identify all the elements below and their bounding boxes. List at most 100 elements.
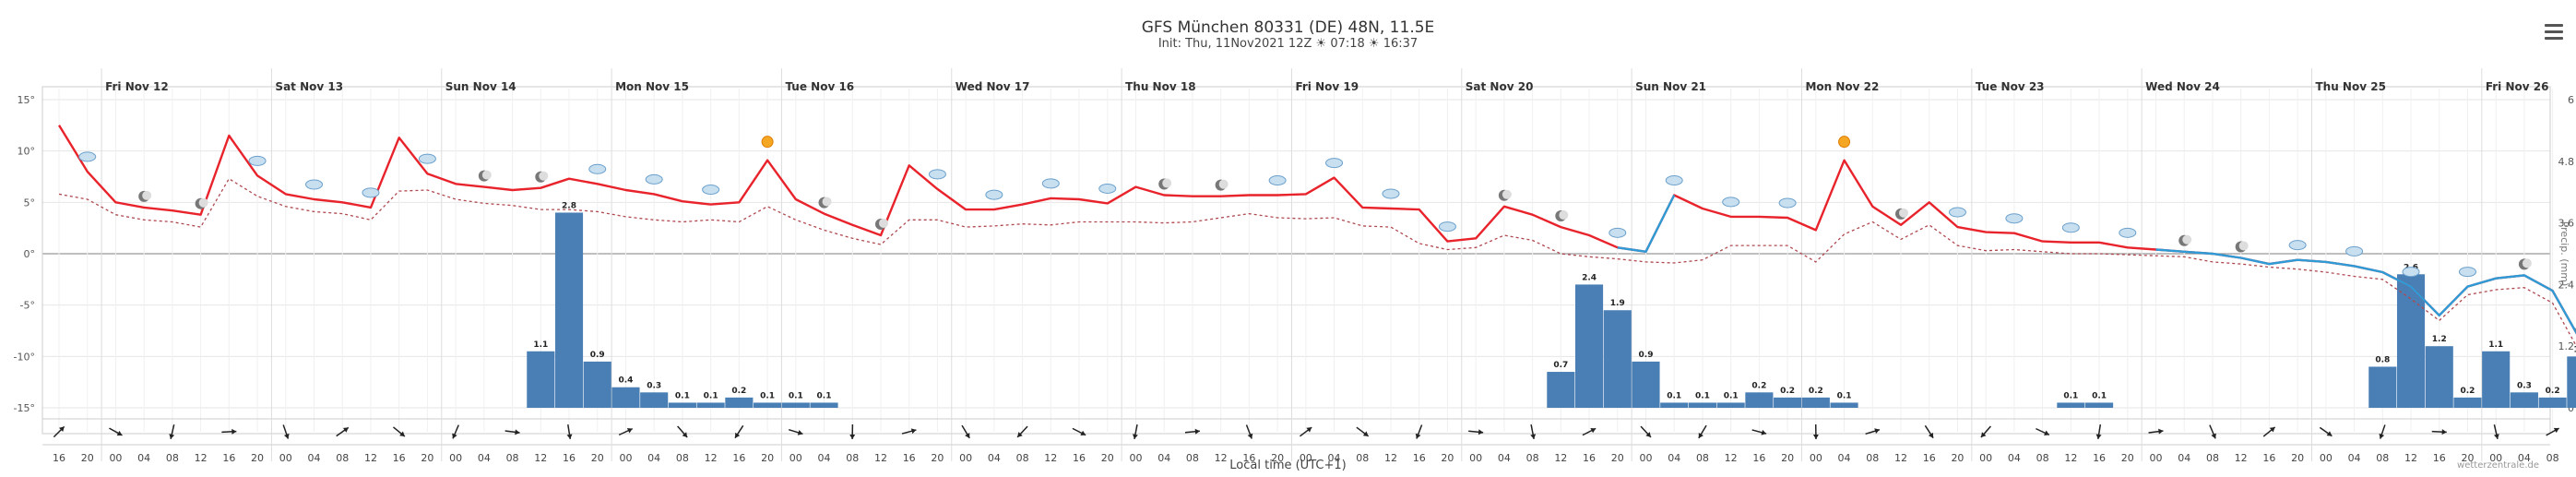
cloud-icon: [1948, 207, 1966, 218]
precip-bar: [696, 402, 725, 408]
moon-icon-shade: [2238, 241, 2249, 251]
precip-label: 0.1: [675, 391, 690, 400]
sunrise-time: 07:18: [1330, 37, 1365, 51]
wind-arrow-icon: [169, 424, 175, 439]
temperature-line: [57, 125, 2576, 335]
wind-arrow-icon: [1640, 425, 1652, 438]
moon-icon-shade: [1162, 178, 1172, 188]
wind-arrow-icon: [734, 424, 744, 439]
precip-bar: [1688, 402, 1716, 408]
cloud-icon: [2005, 213, 2024, 224]
moon-icon: [874, 218, 886, 230]
day-label: Sat Nov 20: [1466, 80, 1534, 93]
precip-label: 0.9: [590, 351, 605, 360]
wind-arrow-icon: [2262, 426, 2276, 437]
moon-icon: [1158, 178, 1170, 190]
y-tick-left: 15°: [18, 94, 36, 106]
y-tick-left: -5°: [20, 300, 35, 312]
wind-arrow-icon: [2148, 428, 2164, 435]
precip-label: 0.1: [704, 391, 718, 400]
precip-bar: [2425, 346, 2453, 408]
dewpoint-line: [58, 177, 2576, 347]
moon-icon-shade: [822, 197, 832, 207]
precip-label: 1.2: [2432, 335, 2447, 344]
wind-arrow-icon: [1980, 425, 1991, 438]
moon-icon: [2518, 258, 2530, 270]
moon-icon-shade: [1502, 189, 1512, 199]
wind-arrow-icon: [392, 426, 406, 437]
moon-icon-shade: [878, 218, 888, 228]
cloud-icon: [1098, 183, 1117, 194]
moon-icon-shade: [198, 197, 208, 208]
cloud-icon: [1382, 188, 1400, 199]
precip-label: 0.4: [618, 376, 633, 386]
wind-arrow-icon: [505, 429, 520, 435]
wind-arrow-icon: [2319, 426, 2333, 437]
precip-bar: [810, 402, 838, 408]
day-label: Mon Nov 22: [1805, 80, 1879, 93]
wind-arrow-icon: [2493, 424, 2499, 439]
precip-bar: [754, 402, 782, 408]
precip-label: 0.1: [1837, 391, 1852, 400]
precip-label: 0.2: [1780, 387, 1795, 396]
moon-icon: [195, 197, 207, 209]
precip-label: 0.1: [1667, 391, 1681, 400]
moon-icon-shade: [1899, 208, 1909, 218]
y-tick-right: 2.4: [2558, 279, 2575, 291]
moon-icon-shade: [1218, 179, 1229, 189]
precip-label: 0.2: [2546, 387, 2560, 396]
chart-subtitle: Init: Thu, 11Nov2021 12Z ☀︎ 07:18 ☀︎ 16:…: [0, 37, 2576, 51]
cloud-icon: [1722, 197, 1740, 208]
cloud-icon: [305, 179, 324, 190]
wind-arrow-icon: [566, 423, 573, 440]
precip-bar: [668, 402, 696, 408]
wind-arrow-icon: [53, 425, 65, 438]
y-tick-left: -15°: [14, 402, 35, 414]
moon-icon: [818, 197, 830, 209]
cloud-icon: [2119, 227, 2137, 238]
y-tick-right: 6: [2568, 94, 2574, 106]
wind-arrow-icon: [961, 424, 970, 439]
precip-bar: [1603, 310, 1632, 408]
cloud-icon: [1665, 175, 1683, 186]
precip-bar: [2453, 397, 2482, 408]
sunset-icon: ☀︎: [1368, 37, 1380, 51]
precip-bar: [725, 397, 754, 408]
cloud-icon: [78, 151, 97, 162]
precip-bar: [1830, 402, 1858, 408]
precip-label: 0.1: [2092, 391, 2107, 400]
precip-label: 0.1: [2063, 391, 2078, 400]
sunrise-icon: ☀︎: [1315, 37, 1327, 51]
precip-label: 0.2: [731, 387, 746, 396]
sunset-time: 16:37: [1383, 37, 1419, 51]
init-time: Init: Thu, 11Nov2021 12Z: [1157, 37, 1312, 51]
wind-arrow-icon: [1468, 429, 1484, 435]
day-label: Wed Nov 24: [2145, 80, 2220, 93]
day-label: Fri Nov 19: [1295, 80, 1359, 93]
wind-arrow-icon: [849, 423, 856, 440]
moon-icon-shade: [142, 190, 152, 200]
precip-label: 2.6: [2404, 263, 2418, 272]
temperature-line-frost: [1617, 194, 1676, 254]
wind-arrow-icon: [221, 428, 237, 435]
day-label: Tue Nov 16: [785, 80, 854, 93]
wind-arrow-icon: [1812, 423, 1819, 440]
day-label: Mon Nov 15: [615, 80, 689, 93]
sun-icon: [1838, 136, 1851, 149]
day-label: Tue Nov 23: [1976, 80, 2045, 93]
cloud-icon: [1438, 221, 1456, 233]
precip-bar: [2482, 351, 2511, 408]
precip-bar: [611, 387, 640, 408]
precip-bar: [640, 392, 669, 408]
y-tick-right: 4.8: [2558, 156, 2575, 168]
wind-arrow-icon: [1016, 425, 1028, 438]
sun-icon: [761, 136, 774, 149]
precip-bar: [2368, 366, 2397, 408]
cloud-icon: [645, 173, 663, 185]
wind-arrow-icon: [452, 424, 459, 439]
wind-arrow-icon: [2036, 427, 2050, 436]
menu-icon[interactable]: [2545, 24, 2563, 40]
plot-frame: [42, 86, 2551, 435]
precip-bar: [1745, 392, 1774, 408]
y-tick-right: 1.2: [2558, 340, 2575, 352]
